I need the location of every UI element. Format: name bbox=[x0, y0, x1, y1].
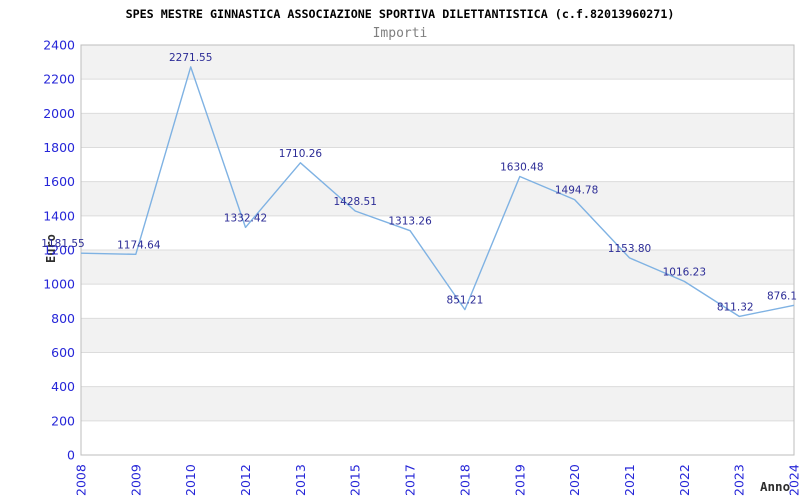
x-tick-label: 2010 bbox=[183, 464, 198, 496]
y-tick-label: 0 bbox=[67, 448, 75, 463]
value-label: 1181.55 bbox=[41, 238, 84, 250]
x-tick-label: 2024 bbox=[787, 464, 800, 496]
x-tick-label: 2017 bbox=[403, 464, 418, 496]
chart-title: SPES MESTRE GINNASTICA ASSOCIAZIONE SPOR… bbox=[125, 7, 675, 21]
y-tick-label: 400 bbox=[51, 379, 75, 394]
value-label: 1313.26 bbox=[388, 216, 432, 228]
plot-band bbox=[81, 250, 794, 285]
y-tick-label: 1200 bbox=[43, 243, 75, 258]
value-label: 1428.51 bbox=[333, 196, 376, 208]
x-tick-label: 2012 bbox=[238, 464, 253, 496]
value-label: 1710.26 bbox=[279, 148, 323, 160]
plot-band bbox=[81, 113, 794, 148]
y-tick-label: 1400 bbox=[43, 208, 75, 223]
plot-band bbox=[81, 420, 794, 455]
plot-band bbox=[81, 45, 794, 80]
x-tick-label: 2009 bbox=[128, 464, 143, 496]
x-tick-label: 2022 bbox=[677, 464, 692, 496]
y-tick-label: 800 bbox=[51, 311, 75, 326]
x-tick-label: 2008 bbox=[74, 464, 89, 496]
x-tick-label: 2020 bbox=[567, 464, 582, 496]
value-label: 1174.64 bbox=[117, 239, 161, 251]
value-label: 876.1 bbox=[767, 290, 797, 302]
plot-band bbox=[81, 318, 794, 353]
y-tick-label: 2000 bbox=[43, 106, 75, 121]
series-line bbox=[80, 66, 795, 318]
plot-band bbox=[81, 352, 794, 387]
plot-band bbox=[81, 79, 794, 114]
value-label: 851.21 bbox=[447, 295, 484, 307]
value-label: 1153.80 bbox=[608, 243, 651, 255]
plot-band bbox=[81, 284, 794, 319]
x-tick-label: 2013 bbox=[293, 464, 308, 496]
y-tick-label: 1000 bbox=[43, 277, 75, 292]
y-tick-label: 600 bbox=[51, 345, 75, 360]
plot-band bbox=[81, 147, 794, 182]
x-tick-label: 2019 bbox=[512, 464, 527, 496]
y-tick-label: 1800 bbox=[43, 140, 75, 155]
plot-band bbox=[81, 386, 794, 421]
y-tick-label: 200 bbox=[51, 413, 75, 428]
plot-band bbox=[81, 215, 794, 250]
value-label: 1630.48 bbox=[500, 162, 543, 174]
x-axis-title: Anno bbox=[760, 479, 791, 494]
chart-subtitle: Importi bbox=[372, 26, 428, 41]
value-label: 1016.23 bbox=[663, 266, 706, 278]
y-tick-label: 2200 bbox=[43, 72, 75, 87]
value-label: 2271.55 bbox=[169, 52, 212, 64]
x-tick-label: 2015 bbox=[348, 464, 363, 496]
value-label: 811.32 bbox=[717, 301, 754, 313]
value-label: 1332.42 bbox=[224, 212, 267, 224]
y-tick-label: 1600 bbox=[43, 174, 75, 189]
value-label: 1494.78 bbox=[555, 185, 598, 197]
x-tick-label: 2018 bbox=[457, 464, 472, 496]
x-tick-label: 2023 bbox=[732, 464, 747, 496]
x-tick-label: 2021 bbox=[622, 464, 637, 496]
plot-border bbox=[80, 44, 795, 456]
plot-band bbox=[81, 181, 794, 216]
y-tick-label: 2400 bbox=[43, 38, 75, 53]
